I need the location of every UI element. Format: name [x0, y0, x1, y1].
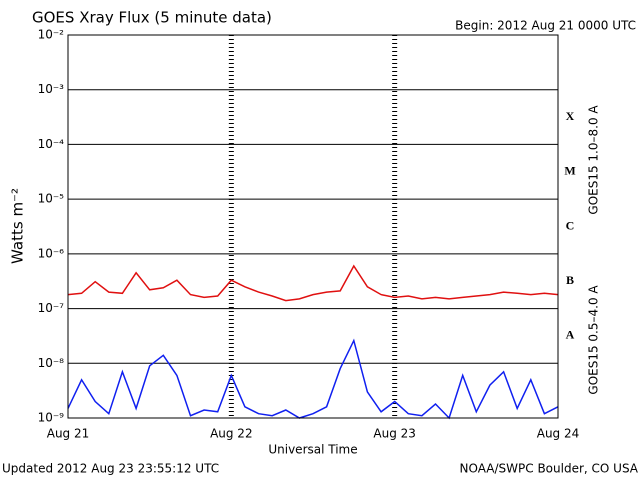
chart-title: GOES Xray Flux (5 minute data)	[32, 9, 272, 27]
subtitle: Begin: 2012 Aug 21 0000 UTC	[455, 19, 636, 33]
footer-right: NOAA/SWPC Boulder, CO USA	[460, 462, 639, 476]
y-axis-label: Watts m⁻²	[9, 188, 27, 264]
x-tick-label: Aug 21	[47, 427, 90, 441]
y-tick-label: 10⁻⁹	[38, 411, 65, 425]
y-tick-label: 10⁻⁵	[38, 192, 65, 206]
y-tick-label: 10⁻⁴	[38, 137, 65, 151]
x-tick-label: Aug 22	[210, 427, 253, 441]
flare-class-label: A	[566, 328, 575, 342]
x-axis-label: Universal Time	[268, 443, 357, 457]
y-tick-label: 10⁻⁸	[38, 356, 65, 370]
legend-label: GOES15 0.5–4.0 A	[587, 285, 601, 395]
y-tick-label: 10⁻²	[38, 28, 65, 42]
flare-class-label: B	[566, 273, 574, 287]
plot-frame	[67, 34, 559, 419]
series-line	[67, 264, 559, 302]
x-tick-label: Aug 24	[537, 427, 580, 441]
y-tick-label: 10⁻⁷	[38, 301, 65, 315]
x-tick-label: Aug 23	[373, 427, 416, 441]
series-line	[67, 338, 559, 420]
y-tick-label: 10⁻⁶	[38, 246, 65, 260]
footer-left: Updated 2012 Aug 23 23:55:12 UTC	[2, 462, 219, 476]
y-tick-label: 10⁻³	[38, 82, 65, 96]
flare-class-label: X	[566, 109, 575, 123]
flare-class-label: C	[566, 218, 575, 232]
flare-class-label: M	[564, 164, 575, 178]
legend-label: GOES15 1.0–8.0 A	[587, 105, 601, 215]
